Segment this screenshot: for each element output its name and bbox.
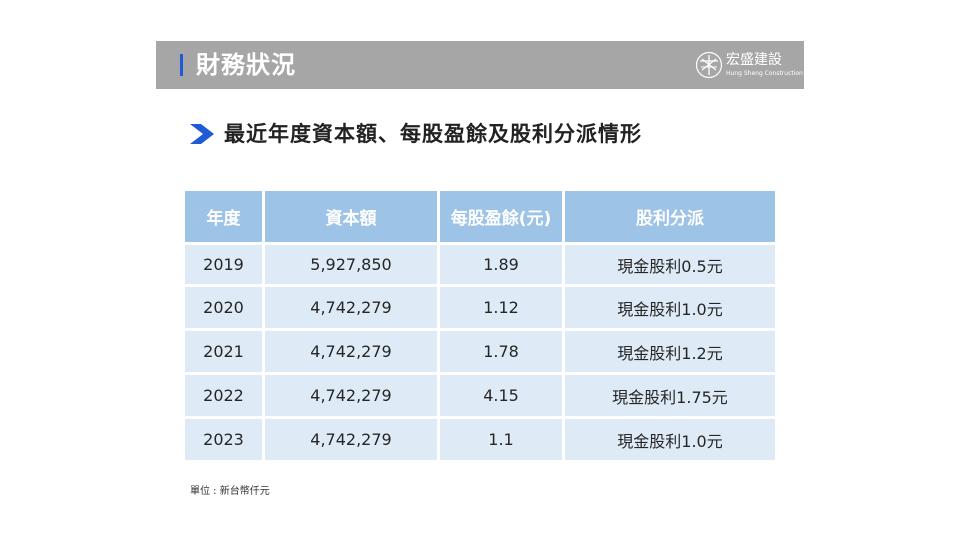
cell-dividend: 現金股利0.5元 — [565, 245, 775, 284]
column-header-dividend: 股利分派 — [565, 191, 775, 242]
cell-eps: 1.12 — [440, 287, 562, 328]
column-header-year: 年度 — [185, 191, 262, 242]
cell-dividend: 現金股利1.0元 — [565, 287, 775, 328]
cell-dividend: 現金股利1.75元 — [565, 375, 775, 416]
cell-year: 2019 — [185, 245, 262, 284]
cell-capital: 4,742,279 — [265, 375, 437, 416]
cell-year: 2023 — [185, 419, 262, 460]
cell-eps: 1.89 — [440, 245, 562, 284]
table-row: 2023 4,742,279 1.1 現金股利1.0元 — [185, 419, 775, 460]
unit-footnote: 單位 : 新台幣仟元 — [190, 486, 270, 497]
cell-dividend: 現金股利1.2元 — [565, 331, 775, 372]
cell-year: 2021 — [185, 331, 262, 372]
table-row: 2022 4,742,279 4.15 現金股利1.75元 — [185, 375, 775, 416]
cell-dividend: 現金股利1.0元 — [565, 419, 775, 460]
table-row: 2021 4,742,279 1.78 現金股利1.2元 — [185, 331, 775, 372]
cell-year: 2022 — [185, 375, 262, 416]
logo-name: 宏盛建設 — [726, 52, 782, 68]
section-title: 最近年度資本額、每股盈餘及股利分派情形 — [224, 122, 642, 146]
table-row: 2020 4,742,279 1.12 現金股利1.0元 — [185, 287, 775, 328]
cell-eps: 4.15 — [440, 375, 562, 416]
cell-capital: 4,742,279 — [265, 419, 437, 460]
cell-capital: 4,742,279 — [265, 331, 437, 372]
cell-eps: 1.78 — [440, 331, 562, 372]
logo-mark-icon — [695, 51, 723, 79]
column-header-capital: 資本額 — [265, 191, 437, 242]
company-logo: 宏盛建設 Hung Sheng Construction — [695, 50, 803, 82]
header-accent-bar — [180, 54, 183, 76]
table-row: 2019 5,927,850 1.89 現金股利0.5元 — [185, 245, 775, 284]
column-header-eps: 每股盈餘(元) — [440, 191, 562, 242]
page-title: 財務狀況 — [196, 51, 296, 79]
cell-eps: 1.1 — [440, 419, 562, 460]
financial-table: 年度 資本額 每股盈餘(元) 股利分派 2019 5,927,850 1.89 … — [182, 188, 778, 463]
logo-subtitle: Hung Sheng Construction — [726, 70, 803, 77]
chevron-right-icon — [190, 124, 214, 144]
cell-year: 2020 — [185, 287, 262, 328]
cell-capital: 5,927,850 — [265, 245, 437, 284]
table-header-row: 年度 資本額 每股盈餘(元) 股利分派 — [185, 191, 775, 242]
cell-capital: 4,742,279 — [265, 287, 437, 328]
